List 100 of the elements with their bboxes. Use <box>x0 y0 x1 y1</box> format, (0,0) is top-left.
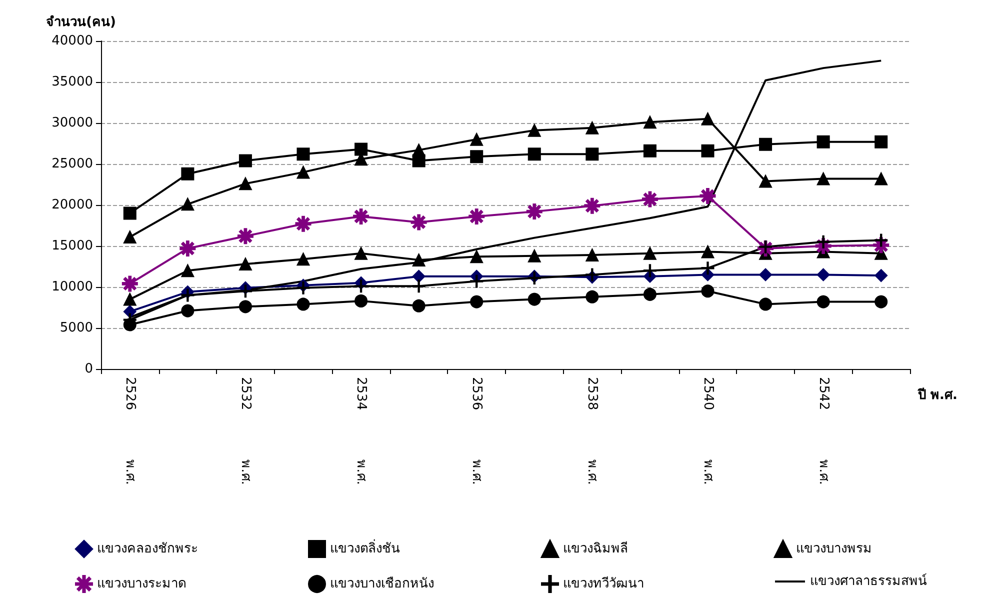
point <box>874 172 888 186</box>
point <box>295 216 312 232</box>
point <box>642 191 658 208</box>
point <box>122 276 138 292</box>
legend-label: แขวงบางเชือกหนัง <box>330 576 434 592</box>
x-tick-label: 2542 พ.ศ. <box>816 377 831 485</box>
x-tick-label: 2532 พ.ศ. <box>238 377 253 485</box>
point <box>412 144 426 157</box>
point <box>816 268 830 282</box>
point <box>238 258 252 271</box>
point <box>181 264 194 278</box>
point <box>354 280 368 293</box>
point <box>354 294 368 308</box>
point <box>643 116 656 129</box>
point <box>296 281 310 294</box>
point <box>759 138 772 151</box>
point <box>410 214 427 230</box>
point <box>412 299 426 312</box>
legend-label: แขวงตลิ่งชัน <box>330 540 400 556</box>
point <box>470 150 484 164</box>
point <box>816 135 830 148</box>
x-tick-label: 2534 พ.ศ. <box>354 377 369 485</box>
point <box>180 240 196 256</box>
point <box>470 132 484 146</box>
point <box>238 284 252 298</box>
point <box>586 248 599 262</box>
point <box>528 124 541 137</box>
point <box>181 304 194 318</box>
point <box>759 240 772 254</box>
point <box>181 288 194 302</box>
y-tick-label: 20000 <box>52 198 93 212</box>
point <box>470 295 484 308</box>
point <box>296 166 310 179</box>
y-tick-label: 0 <box>84 362 93 376</box>
point <box>874 269 888 282</box>
point <box>238 300 252 314</box>
point <box>701 284 714 298</box>
point <box>470 250 484 264</box>
x-axis-title: ปี พ.ศ. <box>917 387 958 403</box>
x-tick-label: 2526 พ.ศ. <box>122 377 138 485</box>
point <box>181 198 194 211</box>
point <box>759 174 772 188</box>
point <box>528 148 541 161</box>
y-tick-label: 5000 <box>60 320 93 336</box>
legend-label: แขวงทวีวัฒนา <box>563 576 644 592</box>
point <box>412 270 426 283</box>
point <box>528 292 541 306</box>
point <box>584 198 600 214</box>
point <box>759 268 772 282</box>
point <box>412 253 426 266</box>
point <box>296 252 310 266</box>
point <box>238 177 252 190</box>
legend-label: แขวงบางระมาด <box>97 576 186 592</box>
point <box>586 148 599 161</box>
point <box>816 235 830 248</box>
x-tick-label: 2540 พ.ศ. <box>700 377 716 485</box>
legend-label: แขวงฉิมพลี <box>563 540 628 556</box>
point <box>412 280 426 293</box>
y-axis-title: จำนวน(คน) <box>46 14 116 30</box>
point <box>353 208 370 224</box>
y-tick-label: 15000 <box>52 238 93 254</box>
point <box>468 208 485 224</box>
point <box>701 245 714 258</box>
point <box>643 264 656 278</box>
point <box>874 135 888 148</box>
point <box>181 167 194 180</box>
y-tick-label: 40000 <box>52 34 93 48</box>
point <box>759 298 772 311</box>
point <box>874 295 888 308</box>
legend-label: แขวงบางพรม <box>796 542 872 556</box>
y-tick-label: 25000 <box>52 156 93 172</box>
point <box>586 121 599 134</box>
x-tick-label: 2538 พ.ศ. <box>584 377 600 485</box>
y-tick-label: 35000 <box>52 74 93 90</box>
point <box>643 246 656 260</box>
point <box>470 274 484 288</box>
point <box>528 249 541 262</box>
point <box>816 295 830 308</box>
point <box>354 246 368 260</box>
point <box>123 305 136 318</box>
point <box>643 288 656 301</box>
legend-label: แขวงศาลาธรรมสพน์ <box>810 573 927 589</box>
point <box>237 228 254 244</box>
point <box>354 142 368 156</box>
point <box>700 188 716 204</box>
point <box>296 298 310 311</box>
point <box>526 204 542 220</box>
point <box>643 144 656 158</box>
point <box>586 290 599 304</box>
y-tick-label: 10000 <box>52 280 93 294</box>
point <box>701 144 714 158</box>
point <box>123 230 136 244</box>
point <box>123 206 136 220</box>
point <box>238 154 252 168</box>
point <box>296 148 310 161</box>
point <box>123 292 136 306</box>
point <box>701 262 714 275</box>
point <box>586 268 599 282</box>
legend-label: แขวงคลองชักพระ <box>97 542 198 556</box>
y-tick-label: 30000 <box>52 116 93 130</box>
